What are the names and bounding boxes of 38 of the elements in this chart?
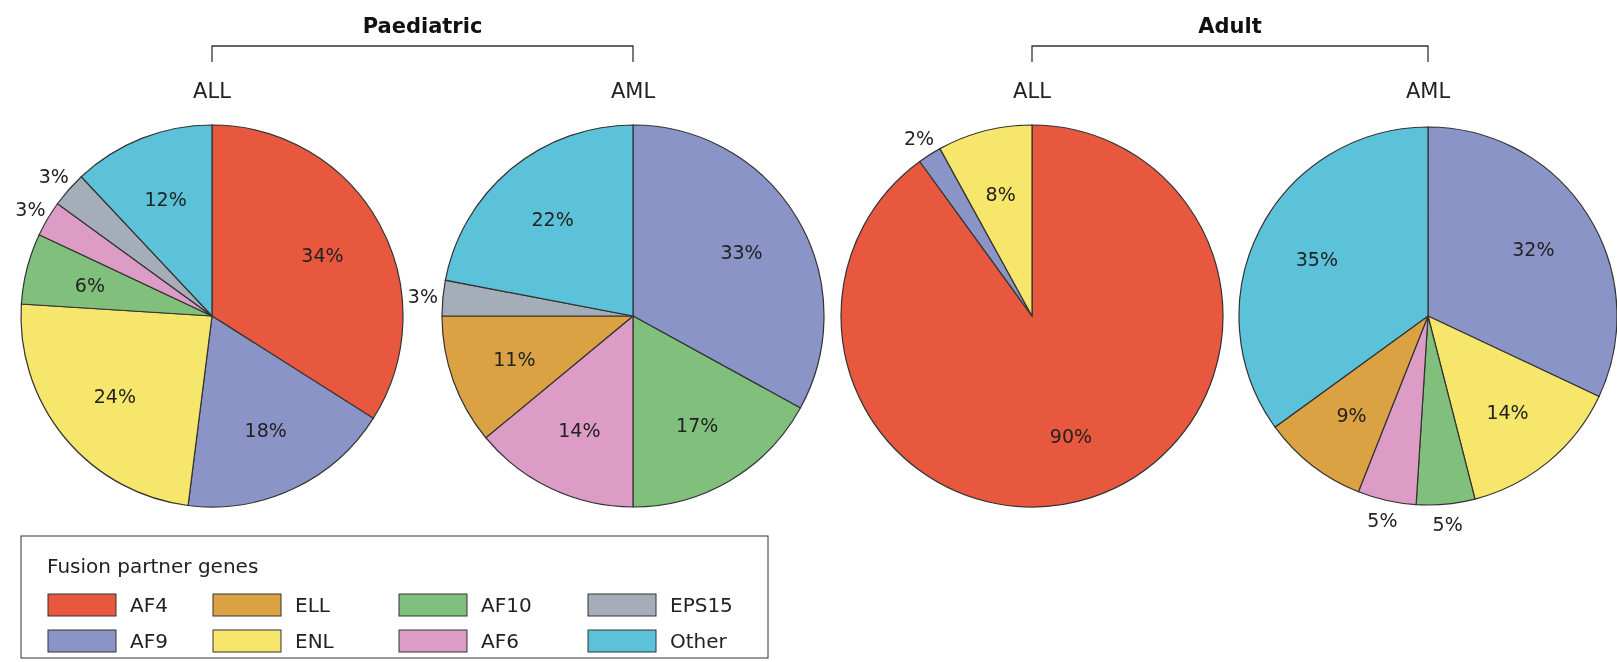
category-label: AF6 <box>481 629 519 653</box>
data-label: 12% <box>144 187 187 210</box>
category-label: EPS15 <box>670 593 733 617</box>
data-label: 14% <box>1486 401 1529 424</box>
data-label: 34% <box>301 244 344 267</box>
data-label: 35% <box>1295 248 1338 271</box>
data-label: 14% <box>558 419 601 442</box>
text: Paediatric <box>362 14 483 38</box>
data-label: 33% <box>720 240 763 263</box>
data-label: 90% <box>1049 424 1093 447</box>
category-label: AF10 <box>481 593 532 617</box>
data-label: 24% <box>93 385 136 408</box>
category-label: AF9 <box>130 629 168 653</box>
data-label: 3% <box>407 285 439 308</box>
category-label: ENL <box>295 629 335 653</box>
data-label: 3% <box>38 165 69 188</box>
data-label: 3% <box>15 197 46 220</box>
category-label: ELL <box>295 593 331 617</box>
data-label: 2% <box>903 126 935 149</box>
data-label: 5% <box>1367 508 1398 531</box>
data-label: 8% <box>985 182 1016 205</box>
data-label: 11% <box>493 347 536 370</box>
data-label: 17% <box>676 413 719 436</box>
data-label: 32% <box>1512 238 1555 261</box>
text: Adult <box>1198 14 1262 38</box>
chart-title: ALL <box>193 79 232 103</box>
chart-title: AML <box>1405 79 1451 103</box>
data-label: 18% <box>244 419 287 442</box>
chart-title: AML <box>610 79 656 103</box>
chart-title: ALL <box>1013 79 1052 103</box>
legend-title: Fusion partner genes <box>47 554 259 578</box>
data-label: 5% <box>1432 513 1463 536</box>
data-label: 9% <box>1336 403 1367 426</box>
category-label: Other <box>670 629 728 653</box>
data-label: 22% <box>531 207 574 230</box>
data-label: 6% <box>74 273 105 296</box>
pie-slice <box>840 124 1224 508</box>
category-label: AF4 <box>130 593 168 617</box>
